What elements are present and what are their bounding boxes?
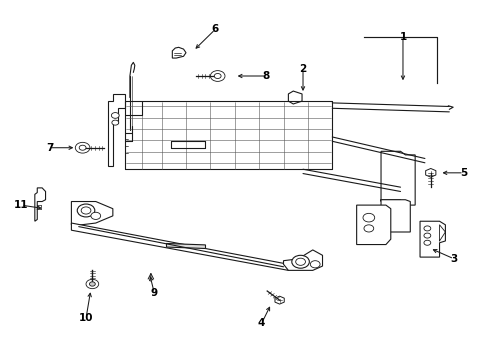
Text: 9: 9 (150, 288, 158, 298)
Circle shape (214, 73, 221, 78)
Circle shape (79, 145, 86, 150)
Circle shape (75, 142, 90, 153)
Circle shape (91, 212, 101, 220)
Circle shape (423, 240, 430, 245)
Circle shape (423, 233, 430, 238)
Text: 8: 8 (262, 71, 269, 81)
Text: 3: 3 (449, 254, 457, 264)
Circle shape (89, 282, 95, 286)
Text: 5: 5 (459, 168, 467, 178)
Circle shape (291, 255, 309, 268)
Polygon shape (425, 168, 435, 177)
Text: 10: 10 (79, 313, 93, 323)
Polygon shape (166, 243, 205, 248)
Circle shape (86, 279, 99, 289)
Polygon shape (283, 250, 322, 270)
Polygon shape (71, 223, 288, 270)
Circle shape (363, 225, 373, 232)
Text: 1: 1 (399, 32, 406, 41)
Circle shape (111, 113, 119, 118)
Text: 6: 6 (211, 24, 219, 35)
Circle shape (112, 120, 119, 125)
Text: 11: 11 (14, 200, 28, 210)
Text: 7: 7 (46, 143, 53, 153)
Circle shape (295, 258, 305, 265)
Polygon shape (108, 94, 125, 166)
Circle shape (423, 226, 430, 231)
Circle shape (77, 204, 95, 217)
Circle shape (310, 261, 320, 268)
Text: 2: 2 (299, 64, 306, 74)
Polygon shape (380, 151, 414, 205)
Polygon shape (274, 296, 284, 304)
Circle shape (81, 207, 91, 214)
Circle shape (210, 71, 224, 81)
Polygon shape (71, 202, 113, 225)
Text: 4: 4 (257, 319, 264, 328)
Polygon shape (356, 205, 390, 244)
Polygon shape (172, 47, 185, 58)
Polygon shape (35, 188, 45, 221)
Polygon shape (419, 221, 445, 257)
Polygon shape (380, 200, 409, 232)
Circle shape (362, 213, 374, 222)
Polygon shape (288, 91, 302, 104)
